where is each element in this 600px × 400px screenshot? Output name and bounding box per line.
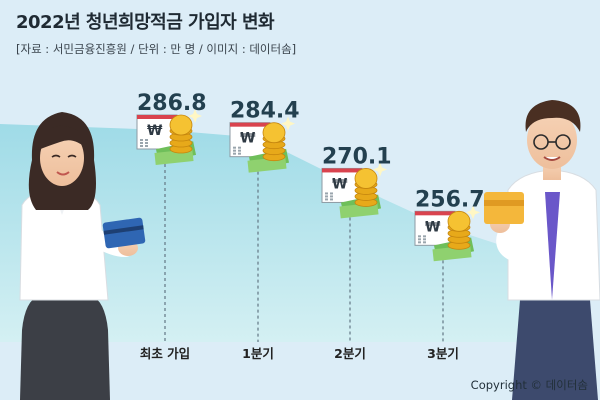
value-label: 284.4	[230, 99, 300, 124]
woman-illustration	[19, 112, 146, 400]
svg-text:₩: ₩	[147, 123, 163, 139]
value-label: 286.8	[137, 91, 207, 116]
x-tick-label: 3분기	[427, 346, 459, 361]
money-icon: ₩	[136, 109, 202, 165]
money-icon: ₩	[414, 205, 480, 262]
x-tick-label: 2분기	[334, 346, 366, 361]
value-label: 256.7	[415, 187, 485, 212]
money-icon: ₩	[229, 116, 295, 173]
svg-text:₩: ₩	[425, 219, 441, 235]
x-tick-label: 1분기	[242, 346, 274, 361]
value-label: 270.1	[322, 144, 392, 169]
copyright-note: Copyright © 데이터솜	[470, 378, 588, 392]
source-note: [자료 : 서민금융진흥원 / 단위 : 만 명 / 이미지 : 데이터솜]	[16, 42, 297, 56]
money-icon: ₩	[321, 162, 387, 219]
chart-title: 2022년 청년희망적금 가입자 변화	[16, 12, 275, 33]
svg-text:₩: ₩	[240, 131, 256, 147]
x-tick-label: 최초 가입	[140, 346, 190, 361]
area-fill	[0, 124, 520, 342]
svg-text:₩: ₩	[332, 176, 348, 192]
man-illustration	[484, 100, 600, 400]
